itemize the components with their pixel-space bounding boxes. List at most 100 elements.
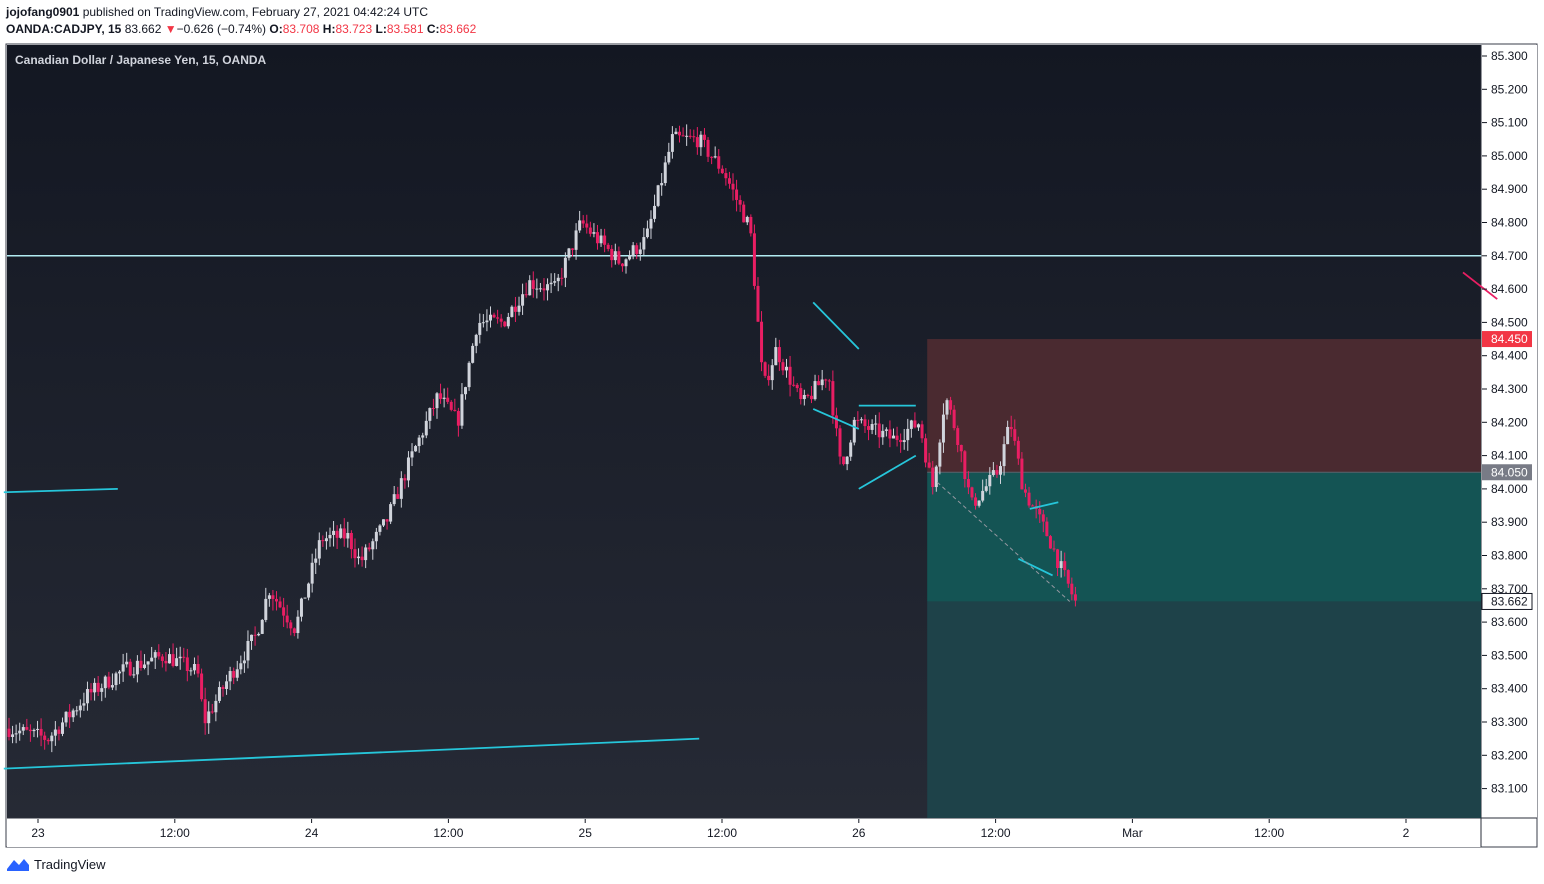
time-tick-label: 23	[31, 826, 45, 840]
up-candle	[267, 595, 271, 599]
up-candle	[774, 347, 778, 366]
up-candle	[624, 259, 628, 267]
up-candle	[310, 562, 314, 584]
up-candle	[357, 556, 361, 559]
down-candle	[913, 420, 917, 428]
down-candle	[752, 233, 756, 286]
up-candle	[260, 619, 264, 634]
up-candle	[60, 722, 64, 734]
up-candle	[667, 151, 671, 163]
price-tick-label: 83.400	[1491, 682, 1528, 696]
up-candle	[653, 205, 657, 219]
time-axis[interactable]	[7, 819, 1481, 847]
down-candle	[877, 423, 881, 438]
trendline	[812, 301, 860, 350]
down-candle	[763, 362, 767, 376]
stop-price-tag: 84.450	[1491, 332, 1528, 346]
up-candle	[521, 294, 525, 306]
down-candle	[560, 277, 564, 279]
target-zone	[927, 601, 1481, 818]
down-candle	[431, 408, 435, 410]
up-candle	[314, 558, 318, 563]
price-axis[interactable]	[1482, 45, 1537, 818]
footer: TradingView	[6, 856, 106, 872]
up-candle	[488, 314, 492, 321]
up-candle	[71, 710, 75, 718]
open-value: 83.708	[282, 22, 320, 36]
down-candle	[542, 288, 546, 291]
up-candle	[481, 322, 485, 324]
down-candle	[182, 656, 186, 658]
up-candle	[1006, 426, 1010, 445]
position-zones[interactable]	[927, 339, 1481, 818]
open-label: O:	[269, 22, 283, 36]
down-candle	[203, 699, 207, 724]
up-candle	[1002, 444, 1006, 467]
down-candle	[367, 547, 371, 550]
up-candle	[64, 711, 68, 723]
down-candle	[353, 549, 357, 559]
up-candle	[50, 735, 54, 742]
up-candle	[916, 424, 920, 428]
down-candle	[171, 654, 175, 666]
up-candle	[859, 419, 863, 421]
down-candle	[1009, 426, 1013, 430]
down-candle	[107, 676, 111, 688]
down-candle	[688, 135, 692, 137]
up-candle	[424, 420, 428, 436]
entry-price-tag-bg	[1482, 464, 1532, 481]
price-tick-label: 84.200	[1491, 415, 1528, 429]
up-candle	[442, 397, 446, 399]
price-tick-label: 84.400	[1491, 349, 1528, 363]
up-candle	[392, 494, 396, 505]
up-candle	[371, 541, 375, 550]
up-candle	[902, 440, 906, 443]
down-candle	[456, 410, 460, 426]
down-candle	[809, 395, 813, 400]
up-candle	[981, 490, 985, 501]
up-candle	[549, 282, 553, 285]
up-candle	[235, 669, 239, 678]
time-tick-label: 12:00	[981, 826, 1011, 840]
up-candle	[11, 734, 15, 737]
up-candle	[638, 249, 642, 254]
up-candle	[535, 288, 539, 290]
down-candle	[956, 428, 960, 445]
up-candle	[713, 156, 717, 158]
down-candle	[360, 556, 364, 561]
up-candle	[999, 466, 1003, 475]
down-candle	[571, 248, 575, 250]
author-name[interactable]: jojofang0901	[6, 5, 80, 19]
up-candle	[934, 466, 938, 488]
up-candle	[578, 220, 582, 231]
down-candle	[403, 478, 407, 481]
down-candle	[139, 660, 143, 668]
up-candle	[225, 681, 229, 689]
up-candle	[332, 530, 336, 535]
up-candle	[435, 393, 439, 409]
down-candle	[742, 204, 746, 223]
down-candle	[727, 178, 731, 184]
up-candle	[114, 673, 118, 686]
down-candle	[89, 689, 93, 693]
down-candle	[185, 657, 189, 671]
down-candle	[767, 375, 771, 381]
down-candle	[735, 189, 739, 200]
brand-name[interactable]: TradingView	[34, 856, 106, 872]
down-candle	[160, 656, 164, 661]
down-candle	[952, 409, 956, 429]
up-candle	[478, 322, 482, 335]
up-candle	[36, 728, 40, 730]
up-candle	[852, 419, 856, 443]
trendlines[interactable]	[3, 271, 1498, 770]
up-candle	[167, 654, 171, 664]
up-candle	[93, 682, 97, 693]
high-value: 83.723	[335, 22, 373, 36]
down-candle	[610, 248, 614, 261]
price-tick-label: 83.200	[1491, 748, 1528, 762]
down-candle	[966, 479, 970, 488]
down-candle	[524, 294, 528, 296]
up-candle	[699, 134, 703, 148]
down-candle	[289, 622, 293, 629]
